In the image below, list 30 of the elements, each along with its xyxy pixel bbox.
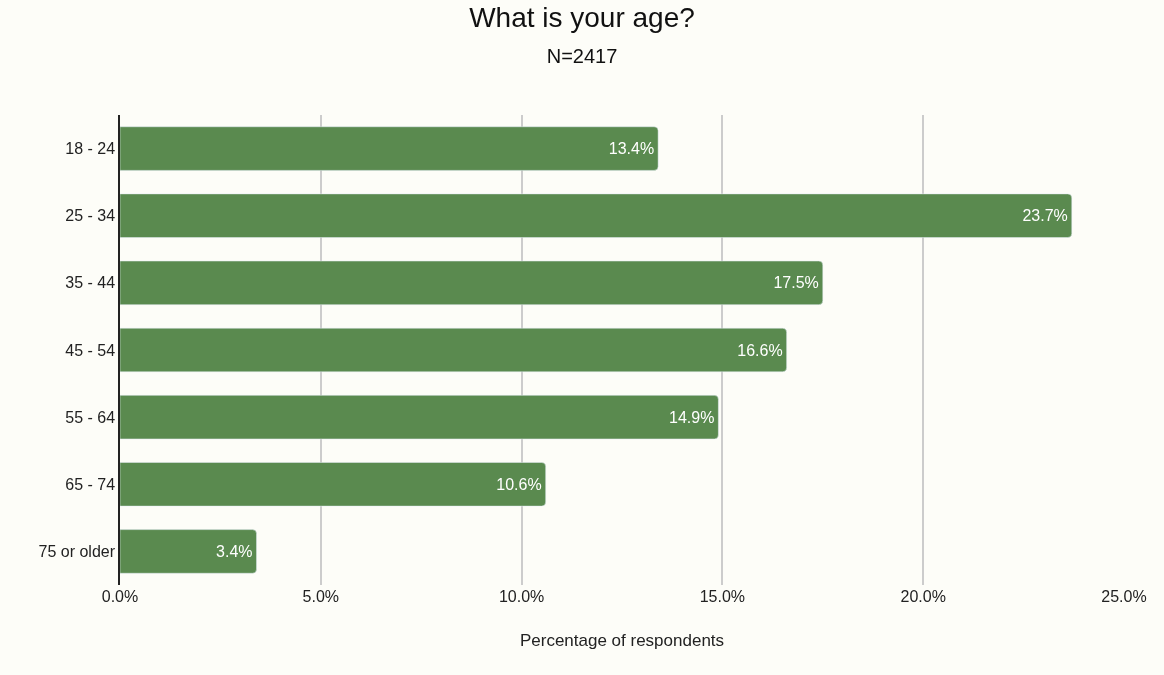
bar [120, 260, 824, 305]
y-tick-label: 18 - 24 [65, 140, 116, 158]
data-label: 23.7% [1022, 207, 1068, 225]
bar [120, 395, 719, 440]
x-tick-label: 15.0% [699, 588, 746, 605]
y-tick-label: 55 - 64 [65, 408, 116, 426]
data-label: 14.9% [669, 408, 715, 426]
x-tick-label: 10.0% [498, 588, 545, 605]
y-tick-label: 75 or older [38, 543, 116, 561]
bar [120, 529, 257, 574]
chart-title: What is your age? [469, 2, 695, 33]
data-label: 13.4% [608, 140, 655, 158]
bar [120, 462, 546, 507]
chart-subtitle: N=2417 [546, 45, 618, 68]
bar [120, 327, 787, 373]
x-tick-label: 20.0% [900, 588, 946, 605]
x-axis-title: Percentage of respondents [519, 631, 725, 651]
y-tick-label: 25 - 34 [65, 207, 116, 225]
bar [120, 193, 1073, 238]
bar [120, 126, 659, 171]
x-tick-label: 25.0% [1101, 588, 1147, 605]
data-label: 16.6% [737, 341, 783, 359]
data-label: 17.5% [773, 274, 819, 292]
x-tick-label: 5.0% [302, 588, 340, 605]
y-tick-label: 65 - 74 [65, 475, 116, 493]
data-label: 10.6% [496, 475, 542, 493]
x-tick-label: 0.0% [101, 588, 139, 605]
y-tick-label: 35 - 44 [65, 274, 116, 292]
data-label: 3.4% [216, 542, 253, 560]
y-tick-label: 45 - 54 [65, 341, 116, 359]
